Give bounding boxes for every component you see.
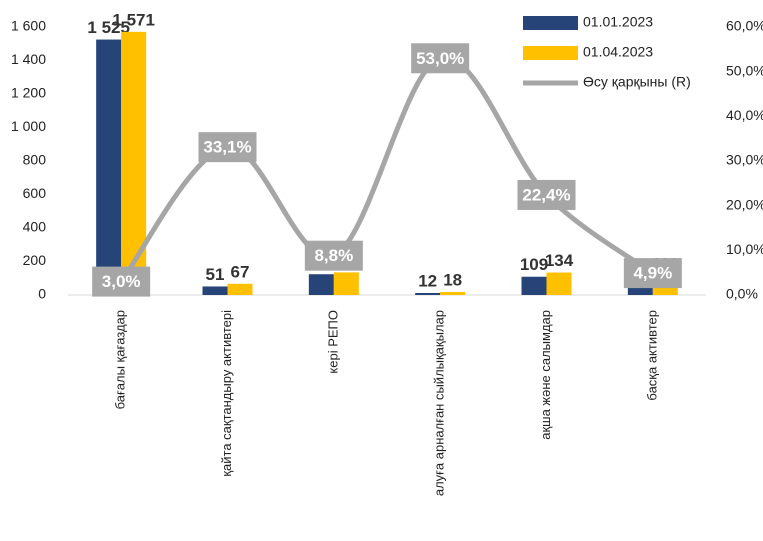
- x-tick-label: алуға арналған сыйлықақылар: [432, 310, 447, 496]
- bar: [227, 283, 253, 295]
- line-label-box: [92, 266, 151, 297]
- bar: [440, 291, 466, 295]
- y2-tick-label: 60,0%: [726, 18, 763, 34]
- y-tick-label: 1 000: [11, 118, 46, 134]
- bar: [521, 276, 547, 295]
- bar-value-label: 67: [231, 262, 250, 281]
- y-tick-label: 0: [38, 286, 46, 302]
- y-tick-label: 400: [23, 219, 47, 235]
- bar: [333, 272, 359, 295]
- line-label-box: [304, 240, 363, 271]
- line-label-box: [198, 132, 257, 163]
- bar: [121, 31, 147, 295]
- y-tick-label: 600: [23, 185, 47, 201]
- line-label-box: [623, 258, 682, 289]
- bar: [546, 272, 572, 295]
- y2-tick-label: 10,0%: [726, 241, 763, 257]
- y2-tick-label: 0,0%: [726, 286, 758, 302]
- bar: [96, 39, 122, 295]
- line-label-box: [517, 179, 576, 210]
- bar: [308, 274, 334, 295]
- y-tick-label: 800: [23, 152, 47, 168]
- line-value-label: 53,0%: [416, 49, 464, 68]
- bar-value-label: 51: [206, 265, 225, 284]
- x-tick-label: қайта сақтандыру активтері: [219, 310, 234, 477]
- x-tick-label: басқа активтер: [644, 310, 659, 401]
- line-value-label: 4,9%: [633, 264, 672, 283]
- line-value-label: 22,4%: [522, 185, 570, 204]
- x-tick-label: кері РЕПО: [325, 310, 340, 374]
- bar-value-label: 1 571: [112, 10, 155, 29]
- y2-tick-label: 30,0%: [726, 152, 763, 168]
- legend-swatch: [523, 16, 578, 30]
- bar-value-label: 1 525: [87, 18, 130, 37]
- legend-swatch: [523, 46, 578, 60]
- legend-label: Өсу қарқыны (R): [583, 74, 691, 90]
- y2-tick-label: 50,0%: [726, 62, 763, 78]
- line-value-label: 3,0%: [102, 272, 141, 291]
- y-tick-label: 1 600: [11, 18, 46, 34]
- x-tick-label: бағалы қағаздар: [113, 310, 128, 409]
- legend-label: 01.01.2023: [583, 14, 653, 30]
- bar: [202, 286, 228, 295]
- bar-value-label: 12: [418, 271, 437, 290]
- y-tick-label: 1 400: [11, 51, 46, 67]
- y-tick-label: 200: [23, 252, 47, 268]
- line-label-box: [411, 43, 470, 74]
- line-value-label: 8,8%: [314, 246, 353, 265]
- y2-tick-label: 40,0%: [726, 107, 763, 123]
- line: [118, 55, 656, 285]
- legend-label: 01.04.2023: [583, 44, 653, 60]
- bar-value-label: 109: [520, 255, 548, 274]
- y2-tick-label: 20,0%: [726, 196, 763, 212]
- bar-value-label: 134: [545, 251, 574, 270]
- y-tick-label: 1 200: [11, 85, 46, 101]
- line-value-label: 33,1%: [203, 138, 251, 157]
- bar-value-label: 18: [443, 270, 462, 289]
- bar: [415, 292, 441, 295]
- x-tick-label: ақша және салымдар: [538, 310, 553, 440]
